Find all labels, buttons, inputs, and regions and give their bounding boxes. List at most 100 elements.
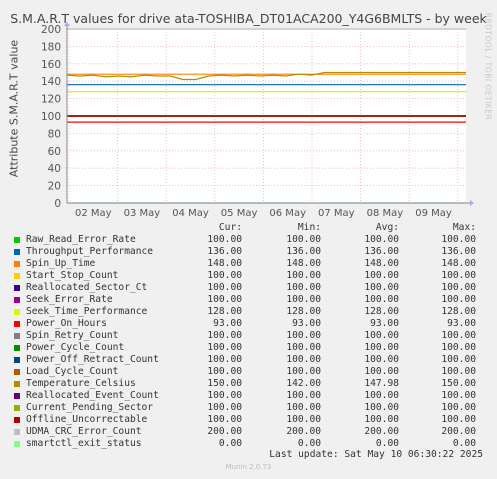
- legend-max-value: 100.00: [441, 414, 476, 425]
- legend-avg-value: 147.98: [364, 378, 399, 389]
- legend-max-value: 100.00: [441, 294, 476, 305]
- legend-swatch: [14, 261, 20, 267]
- legend-swatch: [14, 381, 20, 387]
- legend-swatch: [14, 369, 20, 375]
- x-tick-label: 09 May: [415, 208, 452, 219]
- legend-avg-value: 100.00: [364, 366, 399, 377]
- legend-header-avg: Avg:: [375, 222, 399, 233]
- legend-swatch: [14, 321, 20, 327]
- legend-swatch: [14, 249, 20, 255]
- legend-avg-value: 100.00: [364, 414, 399, 425]
- legend-row: Raw_Read_Error_Rate 100.00 100.00 100.00 100…: [0, 234, 497, 246]
- legend-swatch: [14, 417, 20, 423]
- legend-row: Seek_Time_Performance 128.00 128.00 128.00 1…: [0, 306, 497, 318]
- legend-max-value: 136.00: [441, 246, 476, 257]
- y-tick-label: 100: [41, 111, 61, 123]
- legend-max-value: 100.00: [441, 270, 476, 281]
- legend-swatch: [14, 333, 20, 339]
- legend-min-value: 100.00: [286, 402, 321, 413]
- legend-cur-value: 150.00: [207, 378, 242, 389]
- legend-avg-value: 0.00: [375, 438, 399, 449]
- x-tick-label: 02 May: [75, 208, 112, 219]
- legend-row: Spin_Up_Time 148.00 148.00 148.00 148.00: [0, 258, 497, 270]
- legend-cur-value: 148.00: [207, 258, 242, 269]
- legend-header-cur: Cur:: [218, 222, 242, 233]
- legend-avg-value: 100.00: [364, 270, 399, 281]
- legend-min-value: 136.00: [286, 246, 321, 257]
- legend-series-name: Temperature_Celsius: [26, 378, 136, 389]
- legend-row: Load_Cycle_Count 100.00 100.00 100.00 100.00: [0, 366, 497, 378]
- legend-swatch: [14, 357, 20, 363]
- legend-row: Spin_Retry_Count 100.00 100.00 100.00 100.00: [0, 330, 497, 342]
- legend-cur-value: 100.00: [207, 282, 242, 293]
- y-tick-label: 40: [48, 163, 61, 175]
- legend-swatch: [14, 429, 20, 435]
- last-update: Last update: Sat May 10 06:30:22 2025: [269, 449, 483, 460]
- legend-row: Power_Off_Retract_Count 100.00 100.00 100.0…: [0, 354, 497, 366]
- legend-max-value: 100.00: [441, 390, 476, 401]
- legend-min-value: 100.00: [286, 234, 321, 245]
- legend-swatch: [14, 441, 20, 447]
- legend-series-name: Seek_Time_Performance: [26, 306, 148, 317]
- legend-swatch: [14, 237, 20, 243]
- legend-min-value: 142.00: [286, 378, 321, 389]
- legend-table: Cur: Min: Avg: Max: Raw_Read_Error_Rate 1…: [0, 222, 497, 450]
- legend-max-value: 100.00: [441, 402, 476, 413]
- legend-cur-value: 100.00: [207, 354, 242, 365]
- y-tick-label: 0: [54, 198, 61, 210]
- legend-max-value: 100.00: [441, 234, 476, 245]
- legend-max-value: 100.00: [441, 282, 476, 293]
- legend-cur-value: 128.00: [207, 306, 242, 317]
- legend-row: Reallocated_Sector_Ct 100.00 100.00 100.00 1…: [0, 282, 497, 294]
- legend-max-value: 100.00: [441, 330, 476, 341]
- legend-row: Throughput_Performance 136.00 136.00 136.00…: [0, 246, 497, 258]
- legend-cur-value: 100.00: [207, 366, 242, 377]
- legend-swatch: [14, 405, 20, 411]
- y-tick-label: 60: [48, 146, 61, 158]
- legend-swatch: [14, 345, 20, 351]
- legend-cur-value: 200.00: [207, 426, 242, 437]
- y-tick-label: 180: [41, 41, 61, 53]
- legend-avg-value: 100.00: [364, 390, 399, 401]
- y-tick-label: 20: [48, 181, 61, 193]
- legend-row: Reallocated_Event_Count 100.00 100.00 100.0…: [0, 390, 497, 402]
- legend-cur-value: 100.00: [207, 330, 242, 341]
- legend-series-name: Spin_Retry_Count: [26, 330, 119, 341]
- legend-avg-value: 100.00: [364, 354, 399, 365]
- legend-cur-value: 100.00: [207, 390, 242, 401]
- legend-max-value: 100.00: [441, 366, 476, 377]
- legend-max-value: 0.00: [452, 438, 476, 449]
- legend-row: UDMA_CRC_Error_Count 200.00 200.00 200.00 20…: [0, 426, 497, 438]
- legend-series-name: Raw_Read_Error_Rate: [26, 234, 136, 245]
- x-tick-label: 03 May: [124, 208, 161, 219]
- legend-min-value: 148.00: [286, 258, 321, 269]
- legend-min-value: 0.00: [297, 438, 321, 449]
- legend-series-name: Start_Stop_Count: [26, 270, 119, 281]
- legend-avg-value: 200.00: [364, 426, 399, 437]
- legend-series-name: Power_Cycle_Count: [26, 342, 125, 353]
- legend-header-min: Min:: [297, 222, 321, 233]
- legend-cur-value: 100.00: [207, 342, 242, 353]
- legend-max-value: 150.00: [441, 378, 476, 389]
- legend-series-name: UDMA_CRC_Error_Count: [26, 426, 142, 437]
- legend-min-value: 100.00: [286, 294, 321, 305]
- legend-row: Start_Stop_Count 100.00 100.00 100.00 100.00: [0, 270, 497, 282]
- series-line: [66, 71, 466, 81]
- legend-series-name: Reallocated_Sector_Ct: [26, 282, 148, 293]
- x-tick-label: 08 May: [367, 208, 404, 219]
- legend-max-value: 148.00: [441, 258, 476, 269]
- legend-series-name: Offline_Uncorrectable: [26, 414, 148, 425]
- legend-swatch: [14, 297, 20, 303]
- legend-avg-value: 100.00: [364, 402, 399, 413]
- legend-swatch: [14, 285, 20, 291]
- legend-min-value: 100.00: [286, 270, 321, 281]
- legend-row: Current_Pending_Sector 100.00 100.00 100.00…: [0, 402, 497, 414]
- munin-version: Munin 2.0.73: [225, 463, 272, 471]
- y-axis-arrow: [64, 22, 70, 26]
- legend-cur-value: 100.00: [207, 270, 242, 281]
- chart-plot: 0 20 40 60 80 100 120 140 160 180 200 02 May 03 May 0…: [41, 22, 474, 219]
- legend-min-value: 100.00: [286, 390, 321, 401]
- legend-series-name: Throughput_Performance: [26, 246, 154, 257]
- x-axis-arrow: [470, 200, 474, 206]
- x-tick-label: 07 May: [318, 208, 355, 219]
